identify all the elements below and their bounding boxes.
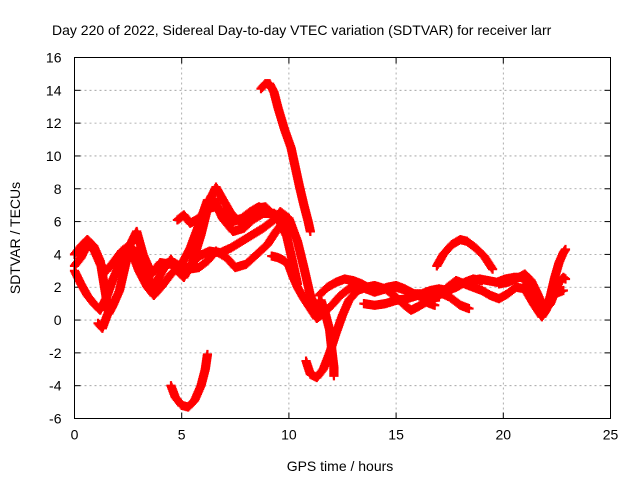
data-point xyxy=(558,285,568,296)
data-point xyxy=(487,264,498,274)
x-tick-label: 20 xyxy=(496,427,512,443)
series-arc-n xyxy=(432,235,498,274)
y-tick-label: 6 xyxy=(54,214,62,230)
data-point xyxy=(108,295,118,305)
y-tick-label: 2 xyxy=(54,279,62,295)
x-tick-label: 15 xyxy=(388,427,404,443)
y-tick-label: 0 xyxy=(54,312,62,328)
chart-title: Day 220 of 2022, Sidereal Day-to-day VTE… xyxy=(52,22,552,38)
data-point xyxy=(262,205,273,215)
data-point xyxy=(464,303,474,314)
y-tick-label: 8 xyxy=(54,181,62,197)
series-arc-d xyxy=(93,295,118,333)
ticks xyxy=(74,57,611,419)
plot-frame xyxy=(74,57,611,419)
y-tick-label: 14 xyxy=(46,82,62,98)
series-arc-m xyxy=(359,287,474,314)
series-arc-k xyxy=(316,295,339,381)
data-point xyxy=(305,226,315,237)
data-point xyxy=(277,218,288,228)
y-tick-label: -4 xyxy=(49,378,62,394)
y-axis-label: SDTVAR / TECUs xyxy=(7,182,23,294)
x-tick-label: 0 xyxy=(71,427,79,443)
y-tick-label: 12 xyxy=(46,115,62,131)
grid xyxy=(74,57,611,419)
y-tick-label: -2 xyxy=(49,345,62,361)
y-tick-label: 4 xyxy=(54,246,62,262)
data-point xyxy=(202,349,213,360)
plot-points xyxy=(69,79,571,412)
x-tick-label: 5 xyxy=(178,427,186,443)
data-point xyxy=(560,274,571,284)
series-arc-e xyxy=(166,218,288,274)
y-tick-label: 16 xyxy=(46,50,62,66)
y-tick-label: 10 xyxy=(46,148,62,164)
data-point xyxy=(430,300,440,310)
y-tick-label: -6 xyxy=(49,411,62,427)
tick-labels: 0 5 10 15 20 25 -6 -4 -2 0 2 4 6 8 10 12 14 16 xyxy=(46,50,619,443)
series-arc-h xyxy=(166,349,213,412)
x-tick-label: 25 xyxy=(603,427,619,443)
x-tick-label: 10 xyxy=(281,427,297,443)
data-point xyxy=(560,244,571,255)
series-arc-q xyxy=(494,269,571,314)
data-point xyxy=(329,371,339,381)
series-arc-g xyxy=(256,79,315,237)
x-axis-label: GPS time / hours xyxy=(287,458,394,474)
series-arc-f xyxy=(172,202,273,228)
